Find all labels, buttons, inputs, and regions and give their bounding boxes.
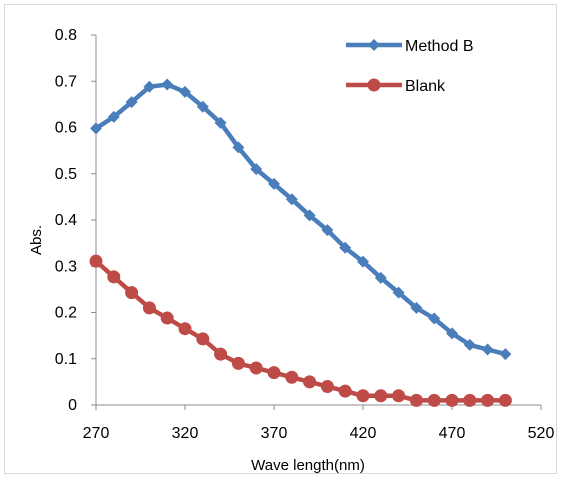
data-point-method-b [268,177,280,190]
data-point-method-b [179,85,191,98]
y-tick-label: 0.7 [55,73,77,90]
series-line-blank [93,258,508,403]
data-point-blank [214,347,228,361]
data-point-blank [231,356,245,370]
data-point-method-b [90,122,102,135]
legend: Method B Blank [346,38,473,95]
x-tick-label: 270 [83,425,110,442]
data-point-blank [285,370,299,384]
y-tick-label: 0.2 [55,305,77,322]
data-point-method-b [125,96,138,109]
data-point-method-b [463,338,476,351]
y-tick-label: 0.8 [55,27,77,44]
x-axis-ticks: 270 320 370 420 470 520 [83,405,555,442]
data-point-blank [160,311,174,325]
y-tick-label: 0.6 [55,120,77,137]
data-point-blank [107,270,121,284]
data-point-method-b [285,193,298,206]
data-point-blank [249,361,263,375]
data-point-method-b [428,312,441,325]
data-point-blank [445,393,459,407]
x-axis-title: Wave length(nm) [251,457,365,474]
data-point-blank [125,286,139,300]
data-point-blank [303,375,317,389]
data-point-blank [338,384,352,398]
data-point-method-b [161,78,174,91]
y-tick-label: 0.5 [55,166,77,183]
legend-marker-method-b [368,39,380,51]
data-point-blank [196,332,210,346]
data-point-method-b [143,80,156,93]
data-point-method-b [321,224,334,237]
data-point-method-b [392,286,405,299]
data-point-method-b [339,241,352,254]
y-tick-label: 0.1 [55,351,77,368]
series-layer [89,78,512,407]
y-tick-label: 0.4 [55,212,77,229]
data-point-method-b [446,327,458,340]
data-point-blank [356,389,370,403]
data-point-method-b [410,301,423,314]
x-tick-label: 370 [261,425,288,442]
legend-label-blank: Blank [405,78,446,95]
data-point-blank [267,366,281,380]
data-point-blank [427,393,441,407]
legend-label-method-b: Method B [405,38,473,55]
y-tick-label: 0 [68,397,77,414]
y-axis-title: Abs. [28,225,45,255]
data-point-method-b [357,255,369,268]
data-point-blank [374,389,388,403]
y-axis-ticks: 0 0.1 0.2 0.3 0.4 0.5 0.6 0.7 0.8 [55,27,96,414]
data-point-method-b [196,100,209,113]
data-point-blank [498,393,512,407]
x-tick-label: 520 [528,425,555,442]
data-point-blank [463,393,477,407]
data-point-blank [142,301,156,315]
data-point-blank [320,380,334,393]
data-point-method-b [232,141,245,154]
y-tick-label: 0.3 [55,258,77,275]
x-tick-label: 420 [350,425,377,442]
data-point-method-b [499,348,512,361]
data-point-method-b [374,271,387,284]
data-point-method-b [481,343,494,356]
data-point-method-b [303,209,316,222]
data-point-method-b [214,116,227,129]
x-tick-label: 320 [172,425,199,442]
data-point-blank [481,393,495,407]
data-point-blank [89,254,103,268]
x-tick-label: 470 [439,425,466,442]
data-point-method-b [250,163,263,176]
data-point-method-b [107,110,120,123]
legend-marker-blank [367,78,381,92]
data-point-blank [409,393,423,407]
data-point-blank [178,322,192,336]
data-point-blank [392,389,406,403]
